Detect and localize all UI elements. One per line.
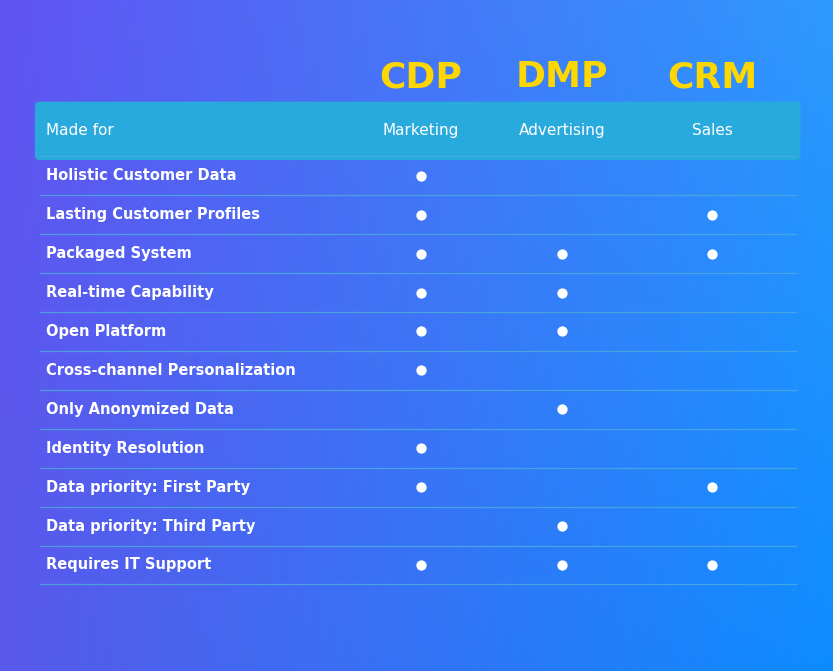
Text: CRM: CRM [667,60,757,94]
Text: Marketing: Marketing [382,123,459,138]
Text: Data priority: First Party: Data priority: First Party [46,480,250,495]
Point [414,248,427,259]
Point [414,209,427,220]
FancyBboxPatch shape [35,101,801,160]
Text: Data priority: Third Party: Data priority: Third Party [46,519,255,533]
Text: Holistic Customer Data: Holistic Customer Data [46,168,237,183]
Point [556,248,569,259]
Point [556,287,569,298]
Text: DMP: DMP [516,60,609,94]
Text: Only Anonymized Data: Only Anonymized Data [46,402,234,417]
Point [556,326,569,337]
Point [706,209,719,220]
Point [414,482,427,493]
Point [414,326,427,337]
Point [706,560,719,570]
Text: Requires IT Support: Requires IT Support [46,558,211,572]
Text: Lasting Customer Profiles: Lasting Customer Profiles [46,207,260,222]
Text: Identity Resolution: Identity Resolution [46,441,204,456]
Point [414,287,427,298]
Point [706,482,719,493]
Text: Made for: Made for [46,123,113,138]
Text: Packaged System: Packaged System [46,246,192,261]
Point [414,443,427,454]
Point [556,560,569,570]
Text: Real-time Capability: Real-time Capability [46,285,213,300]
Text: Advertising: Advertising [519,123,606,138]
Point [556,404,569,415]
Text: Sales: Sales [691,123,733,138]
Point [706,248,719,259]
Text: Open Platform: Open Platform [46,324,166,339]
Point [414,170,427,181]
Text: Cross-channel Personalization: Cross-channel Personalization [46,363,296,378]
Text: CDP: CDP [379,60,462,94]
Point [556,521,569,531]
Point [414,560,427,570]
Point [414,365,427,376]
